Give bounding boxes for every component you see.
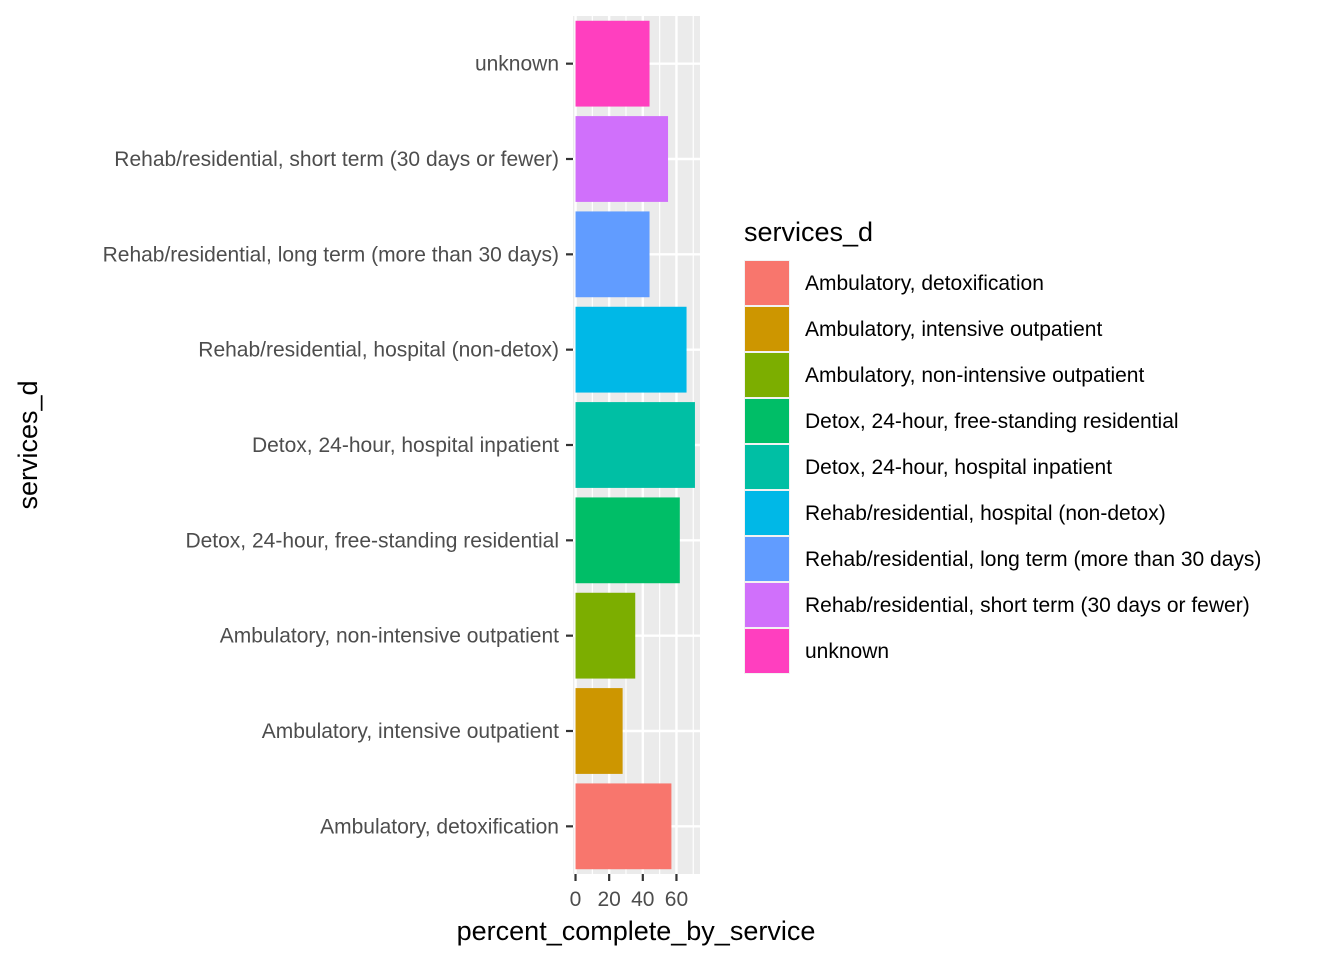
y-tick-label: Rehab/residential, hospital (non-detox) — [198, 339, 559, 362]
legend-swatch — [745, 537, 789, 581]
bar — [576, 497, 680, 583]
legend-swatch — [745, 629, 789, 673]
x-tick-label: 0 — [570, 888, 582, 911]
x-tick-label: 40 — [631, 888, 654, 911]
y-tick-label: unknown — [475, 53, 559, 76]
x-tick-label: 60 — [665, 888, 688, 911]
y-axis: Ambulatory, detoxification Ambulatory, in… — [103, 53, 573, 839]
x-axis-title: percent_complete_by_service — [457, 916, 816, 946]
legend-swatch — [745, 399, 789, 443]
legend-title: services_d — [744, 217, 873, 247]
y-tick-label: Ambulatory, non-intensive outpatient — [220, 625, 559, 648]
y-tick-label: Rehab/residential, long term (more than … — [103, 243, 559, 266]
legend-label: Ambulatory, non-intensive outpatient — [805, 364, 1144, 387]
legend-swatch — [745, 445, 789, 489]
legend-label: unknown — [805, 640, 889, 663]
legend: services_d Ambulatory, detoxificationAmb… — [744, 217, 1261, 674]
bar — [576, 211, 650, 297]
legend-label: Detox, 24-hour, free-standing residentia… — [805, 410, 1179, 433]
legend-swatch — [745, 353, 789, 397]
legend-swatch — [745, 491, 789, 535]
bar — [576, 402, 695, 488]
bar — [576, 116, 669, 202]
bar — [576, 688, 623, 774]
y-tick-label: Rehab/residential, short term (30 days o… — [114, 148, 559, 171]
legend-swatch — [745, 583, 789, 627]
y-tick-label: Ambulatory, intensive outpatient — [262, 720, 559, 743]
legend-label: Ambulatory, intensive outpatient — [805, 318, 1102, 341]
legend-label: Rehab/residential, hospital (non-detox) — [805, 502, 1166, 525]
bar — [576, 21, 650, 107]
legend-swatch — [745, 261, 789, 305]
legend-items: Ambulatory, detoxification Ambulatory, in… — [744, 260, 1261, 674]
x-axis: 0 20 40 60 — [570, 874, 688, 911]
legend-label: Rehab/residential, short term (30 days o… — [805, 594, 1250, 617]
x-tick-label: 20 — [597, 888, 620, 911]
legend-swatch — [745, 307, 789, 351]
bar — [576, 593, 636, 679]
legend-label: Rehab/residential, long term (more than … — [805, 548, 1261, 571]
y-tick-label: Detox, 24-hour, hospital inpatient — [252, 434, 559, 457]
legend-label: Detox, 24-hour, hospital inpatient — [805, 456, 1112, 479]
legend-label: Ambulatory, detoxification — [805, 272, 1044, 295]
y-tick-label: Ambulatory, detoxification — [320, 815, 559, 838]
bar — [576, 307, 687, 393]
bar — [576, 783, 672, 869]
y-tick-label: Detox, 24-hour, free-standing residentia… — [185, 529, 559, 552]
y-axis-title: services_d — [13, 380, 43, 509]
